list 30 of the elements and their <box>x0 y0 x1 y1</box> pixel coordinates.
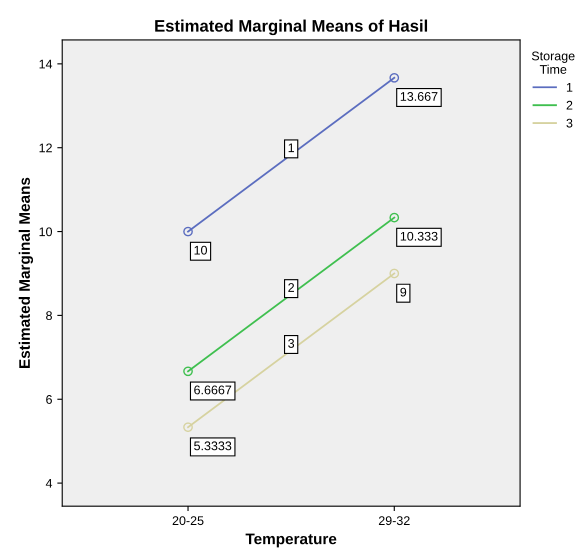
point <box>389 268 400 278</box>
y-axis-title: Estimated Marginal Means <box>18 178 34 368</box>
y-tick-label: 10 <box>40 227 52 236</box>
text: 2 <box>288 283 294 292</box>
point <box>389 212 400 222</box>
y-tick-label: 8 <box>46 311 52 320</box>
y-tick-label: 6 <box>46 395 52 404</box>
x-tick-label: 29-32 <box>378 516 410 526</box>
data-label: 5.3333 <box>194 441 232 450</box>
y-tick-label: 4 <box>46 479 52 488</box>
legend-title: Storage Time <box>532 52 575 74</box>
legend-label: 2 <box>566 100 572 110</box>
data-label: 6.6667 <box>194 386 232 394</box>
x-axis-title: Temperature <box>246 534 336 548</box>
point <box>183 422 193 432</box>
y-tick-label: 12 <box>40 144 52 152</box>
text: 1 <box>288 143 294 152</box>
legend-label: 3 <box>566 118 572 128</box>
x-tick-label: 20-25 <box>172 516 204 526</box>
legend-label: 1 <box>566 83 572 92</box>
text: 3 <box>288 339 294 348</box>
data-label: 10.333 <box>400 232 438 241</box>
y-tick-label: 14 <box>40 60 52 68</box>
data-label: 13.667 <box>400 92 438 101</box>
data-label: 10 <box>194 246 207 255</box>
chart-title: Estimated Marginal Means of Hasil <box>155 20 428 36</box>
data-label: 9 <box>400 288 406 297</box>
point <box>183 366 193 376</box>
point <box>183 226 193 236</box>
point <box>389 72 400 83</box>
